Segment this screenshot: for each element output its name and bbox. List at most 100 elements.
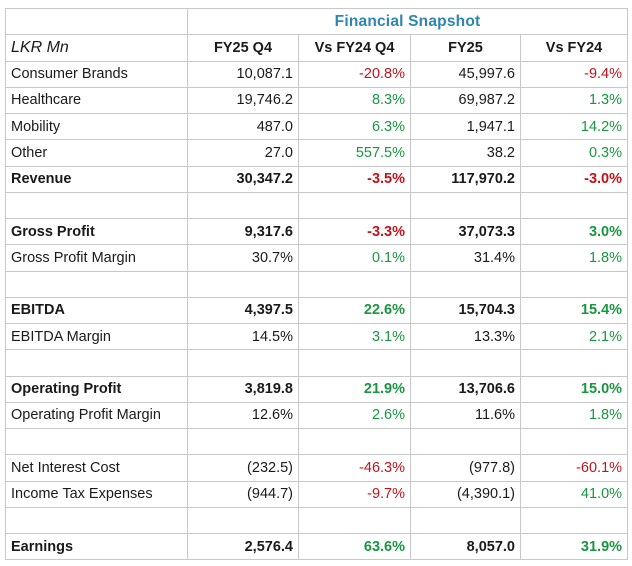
cell-vs-fy24: -3.0%: [519, 165, 629, 193]
table-row: Income Tax Expenses (944.7) -9.7% (4,390.1)…: [5, 480, 629, 508]
cell-vs-fy24-q4: 0.1%: [298, 244, 411, 272]
cell-vs-fy24: 1.3%: [519, 86, 629, 115]
empty-cell: [519, 349, 629, 377]
empty-cell: [5, 427, 188, 456]
cell-fy25: 45,997.6: [410, 60, 521, 88]
table-row: Gross Profit Margin 30.7% 0.1% 31.4% 1.8%: [5, 244, 629, 272]
cell-vs-fy24: 0.3%: [519, 139, 629, 167]
empty-cell: [298, 270, 411, 298]
cell-vs-fy24: 1.8%: [519, 401, 629, 430]
spacer-row: [5, 349, 629, 377]
cell-vs-fy24-q4: -20.8%: [298, 60, 411, 88]
empty-cell: [187, 349, 299, 377]
table-row: Operating Profit 3,819.8 21.9% 13,706.6 15.0…: [5, 375, 629, 403]
empty-cell: [298, 349, 411, 377]
table-row: EBITDA Margin 14.5% 3.1% 13.3% 2.1%: [5, 322, 629, 351]
row-label: Other: [5, 139, 188, 167]
cell-fy25-q4: 19,746.2: [187, 86, 299, 115]
table-row: Gross Profit 9,317.6 -3.3% 37,073.3 3.0%: [5, 217, 629, 246]
empty-cell: [519, 270, 629, 298]
cell-fy25: 117,970.2: [410, 165, 521, 193]
cell-vs-fy24: 15.4%: [519, 296, 629, 325]
empty-cell: [187, 506, 299, 535]
cell-vs-fy24-q4: -3.5%: [298, 165, 411, 193]
empty-cell: [410, 506, 521, 535]
cell-vs-fy24-q4: 6.3%: [298, 112, 411, 141]
table-row: Earnings 2,576.4 63.6% 8,057.0 31.9%: [5, 532, 629, 561]
empty-cell: [410, 427, 521, 456]
empty-cell: [410, 270, 521, 298]
cell-vs-fy24: 15.0%: [519, 375, 629, 403]
empty-cell: [187, 191, 299, 220]
cell-fy25: 13,706.6: [410, 375, 521, 403]
row-label: Gross Profit: [5, 217, 188, 246]
cell-vs-fy24-q4: 21.9%: [298, 375, 411, 403]
cell-fy25-q4: 12.6%: [187, 401, 299, 430]
cell-fy25: 37,073.3: [410, 217, 521, 246]
cell-fy25-q4: 27.0: [187, 139, 299, 167]
cell-vs-fy24: 1.8%: [519, 244, 629, 272]
empty-cell: [410, 349, 521, 377]
table-row: Healthcare 19,746.2 8.3% 69,987.2 1.3%: [5, 86, 629, 115]
empty-cell: [5, 349, 188, 377]
table-row: Net Interest Cost (232.5) -46.3% (977.8) -60…: [5, 454, 629, 482]
cell-fy25-q4: 30,347.2: [187, 165, 299, 193]
empty-cell: [187, 427, 299, 456]
row-label: Operating Profit Margin: [5, 401, 188, 430]
cell-vs-fy24-q4: -46.3%: [298, 454, 411, 482]
unit-label: LKR Mn: [5, 34, 188, 62]
cell-fy25: 15,704.3: [410, 296, 521, 325]
empty-cell: [298, 191, 411, 220]
row-label: Gross Profit Margin: [5, 244, 188, 272]
table-row: Consumer Brands 10,087.1 -20.8% 45,997.6 -9.…: [5, 60, 629, 88]
row-label: EBITDA Margin: [5, 322, 188, 351]
cell-fy25: 31.4%: [410, 244, 521, 272]
row-label: Earnings: [5, 532, 188, 561]
row-label: Income Tax Expenses: [5, 480, 188, 508]
empty-cell: [5, 191, 188, 220]
cell-fy25: 8,057.0: [410, 532, 521, 561]
cell-fy25-q4: 30.7%: [187, 244, 299, 272]
cell-fy25-q4: 9,317.6: [187, 217, 299, 246]
cell-fy25-q4: 2,576.4: [187, 532, 299, 561]
cell-vs-fy24-q4: 557.5%: [298, 139, 411, 167]
cell-fy25: 38.2: [410, 139, 521, 167]
cell-fy25: 1,947.1: [410, 112, 521, 141]
cell-vs-fy24: -9.4%: [519, 60, 629, 88]
cell-fy25: 69,987.2: [410, 86, 521, 115]
empty-cell: [5, 270, 188, 298]
cell-vs-fy24-q4: -3.3%: [298, 217, 411, 246]
spacer-row: [5, 191, 629, 220]
cell-fy25-q4: 4,397.5: [187, 296, 299, 325]
financial-snapshot-panel: Financial Snapshot LKR Mn FY25 Q4 Vs FY2…: [5, 7, 629, 561]
row-label: EBITDA: [5, 296, 188, 325]
row-label: Operating Profit: [5, 375, 188, 403]
title-corner-cell: [5, 7, 188, 36]
cell-vs-fy24-q4: 2.6%: [298, 401, 411, 430]
cell-fy25: 11.6%: [410, 401, 521, 430]
cell-vs-fy24-q4: 3.1%: [298, 322, 411, 351]
table-row: Mobility 487.0 6.3% 1,947.1 14.2%: [5, 112, 629, 141]
cell-vs-fy24-q4: 22.6%: [298, 296, 411, 325]
table-row: Revenue 30,347.2 -3.5% 117,970.2 -3.0%: [5, 165, 629, 193]
row-label: Net Interest Cost: [5, 454, 188, 482]
cell-vs-fy24: 3.0%: [519, 217, 629, 246]
empty-cell: [519, 191, 629, 220]
table-row: EBITDA 4,397.5 22.6% 15,704.3 15.4%: [5, 296, 629, 325]
spacer-row: [5, 270, 629, 298]
title-row: Financial Snapshot: [5, 7, 629, 36]
cell-fy25-q4: (232.5): [187, 454, 299, 482]
cell-fy25-q4: 14.5%: [187, 322, 299, 351]
cell-fy25-q4: 487.0: [187, 112, 299, 141]
cell-vs-fy24: -60.1%: [519, 454, 629, 482]
cell-fy25: (977.8): [410, 454, 521, 482]
empty-cell: [298, 427, 411, 456]
row-label: Healthcare: [5, 86, 188, 115]
column-header-fy25-q4: FY25 Q4: [187, 34, 299, 62]
cell-fy25-q4: 3,819.8: [187, 375, 299, 403]
header-row: LKR Mn FY25 Q4 Vs FY24 Q4 FY25 Vs FY24: [5, 34, 629, 62]
empty-cell: [410, 191, 521, 220]
cell-fy25-q4: 10,087.1: [187, 60, 299, 88]
cell-vs-fy24-q4: 8.3%: [298, 86, 411, 115]
column-header-vs-fy24: Vs FY24: [519, 34, 629, 62]
